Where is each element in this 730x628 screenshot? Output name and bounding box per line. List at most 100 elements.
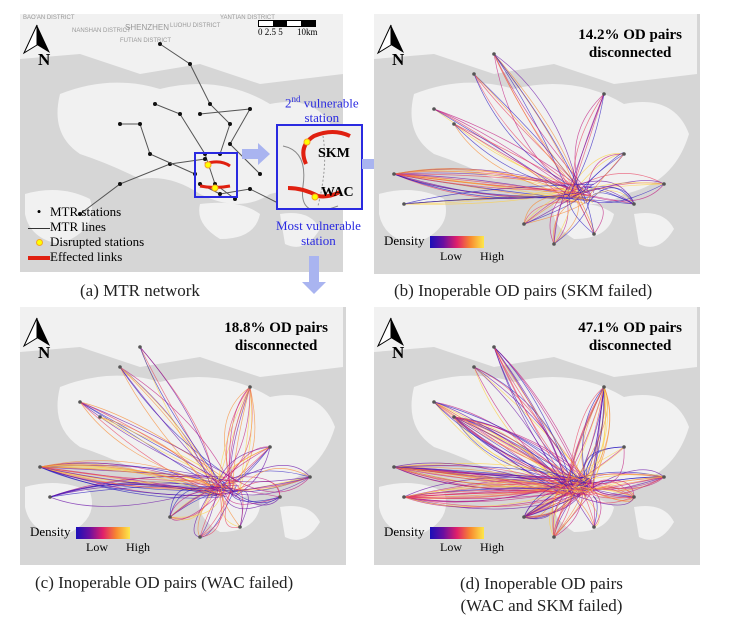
od-flow-line [403,492,572,498]
od-flow-line [403,492,579,508]
north-label: N [392,343,405,362]
scale-bar: 0 2.5 5 10km [258,20,318,37]
station-node [472,72,476,76]
north-label: N [392,50,405,69]
od-flow-line [393,168,582,199]
od-flow-line [433,108,570,190]
inset-box: SKM WAC [276,124,363,211]
land-mass [20,307,343,377]
od-flow-line [588,386,606,491]
north-arrow-icon [22,317,50,348]
od-flow-line [235,468,311,496]
station-node [268,445,272,449]
od-flow-line [433,401,579,491]
station-node [402,202,406,206]
od-flow-line [473,366,588,481]
od-flow-line [403,491,571,507]
od-flow-line [169,485,218,519]
scale-tick: 2.5 [264,27,276,37]
od-flow-line [583,487,635,498]
od-flow-line [473,73,579,189]
od-flow-line [579,476,665,495]
od-flow-line [232,476,281,498]
mtr-station [118,182,122,186]
od-flow-line [433,108,577,202]
od-flow-line [39,462,229,495]
od-flow-line [169,487,217,518]
station-node [248,385,252,389]
od-flow-line [553,186,569,245]
od-flow-line [403,197,586,205]
station-node [662,475,666,479]
legend-item-disrupted: Disrupted stations [28,234,144,249]
od-flow-line [403,489,591,498]
od-flow-line [473,73,587,194]
od-flow-line [523,196,594,225]
od-flow-line [393,173,592,196]
od-flow-line [523,201,577,225]
od-flow-line [453,416,581,484]
basemap [20,14,343,247]
od-flow-line [79,401,238,482]
od-flow-line [393,173,567,195]
od-flow-line [393,173,587,197]
od-flow-line [218,478,281,504]
mtr-network [78,42,282,216]
od-flow-line [230,446,271,479]
arrow-right-icon [242,143,270,165]
od-flow-line [565,386,605,487]
od-flow-line [224,386,251,490]
mtr-station [233,197,237,201]
effected-link [301,130,351,165]
station-node [98,415,102,419]
od-flow-line [218,386,251,481]
map-label-yantian: YANTIAN DISTRICT [220,15,275,21]
land-mass [634,213,674,247]
basemap [374,307,697,540]
od-flow-line [453,123,568,190]
od-flow-line [493,53,580,193]
od-flow-line [493,346,574,488]
od-flow-line [473,73,587,203]
mtr-station [228,122,232,126]
station-node [522,222,526,226]
station-node [278,495,282,499]
od-flow-line [193,490,212,538]
mtr-station [118,122,122,126]
mtr-station [138,122,142,126]
land-mass [20,14,343,84]
map-label-shenzhen: SHENZHEN [125,23,170,32]
land-mass [411,375,689,497]
map-label-futian: FUTIAN DISTRICT [120,38,171,44]
od-flow-line [553,491,589,538]
density-colorbar [76,527,131,540]
od-flow-line [393,463,586,482]
od-flow-line [585,469,665,493]
od-flow-line [169,486,234,518]
od-flow-line [523,484,568,518]
land-mass [25,190,92,244]
od-flow-line [584,446,625,485]
station-node [402,495,406,499]
od-flow-line [39,466,226,489]
od-flow-line [593,187,635,205]
od-flow-line [403,185,578,205]
od-flow-line [588,484,602,528]
land-mass [634,506,674,540]
od-flow-line [593,495,598,528]
mtr-station [178,112,182,116]
od-flow-line [572,476,665,493]
od-flow-line [393,465,590,480]
od-flow-line [393,466,567,481]
annotation-second-vulnerable: 2nd vulnerable station [285,94,359,126]
od-density-flows [392,345,666,539]
station-node [138,345,142,349]
od-flow-line [39,460,212,486]
land-mass [374,14,697,84]
od-flow-line [592,476,665,496]
mtr-station [198,112,202,116]
disconnected-stat: 18.8% OD pairs disconnected [224,320,328,354]
station-node [78,400,82,404]
density-colorbar [430,236,485,249]
od-flow-line [223,495,281,510]
